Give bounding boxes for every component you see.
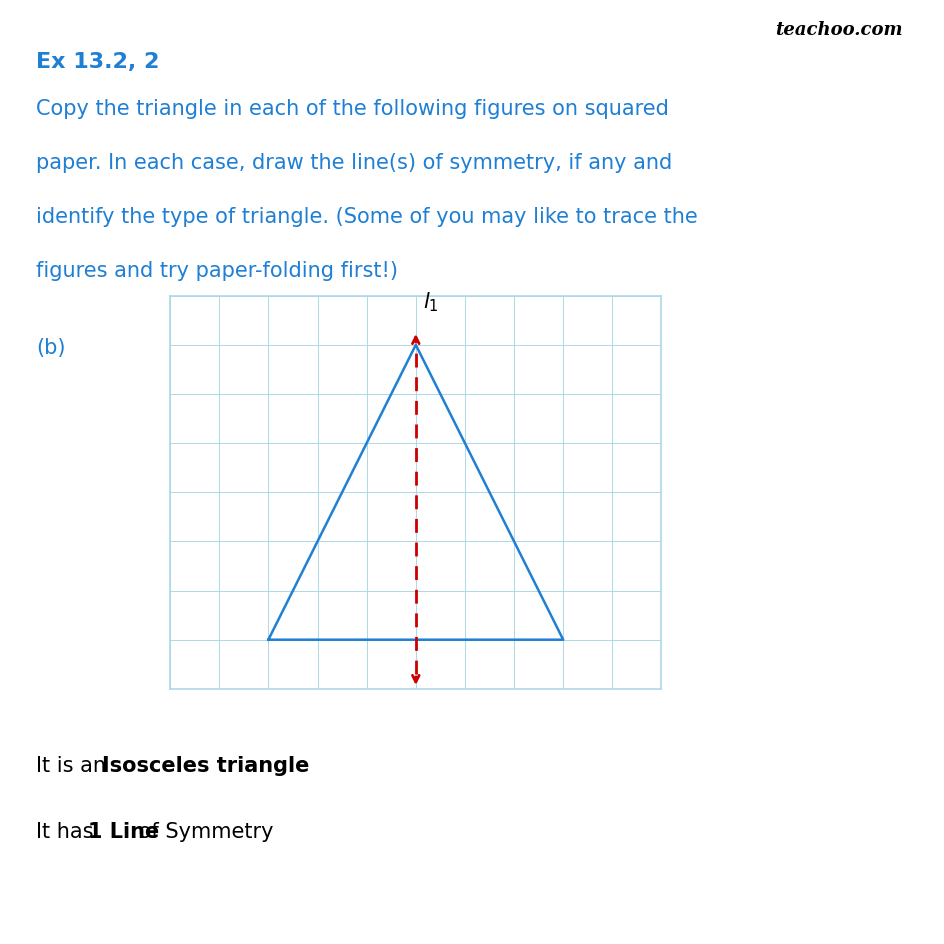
Text: Ex 13.2, 2: Ex 13.2, 2 [36, 52, 160, 72]
Text: $\mathit{l}_1$: $\mathit{l}_1$ [423, 290, 438, 313]
Text: of Symmetry: of Symmetry [131, 821, 273, 841]
Text: identify the type of triangle. (Some of you may like to trace the: identify the type of triangle. (Some of … [36, 207, 697, 227]
Text: Isosceles triangle: Isosceles triangle [102, 755, 310, 775]
Text: Copy the triangle in each of the following figures on squared: Copy the triangle in each of the followi… [36, 99, 668, 119]
Text: teachoo.com: teachoo.com [774, 21, 902, 39]
Text: 1 Line: 1 Line [88, 821, 159, 841]
Text: It is an: It is an [36, 755, 112, 775]
Text: figures and try paper-folding first!): figures and try paper-folding first!) [36, 261, 397, 280]
Text: paper. In each case, draw the line(s) of symmetry, if any and: paper. In each case, draw the line(s) of… [36, 153, 671, 173]
Text: (b): (b) [36, 338, 65, 358]
Text: It has: It has [36, 821, 100, 841]
